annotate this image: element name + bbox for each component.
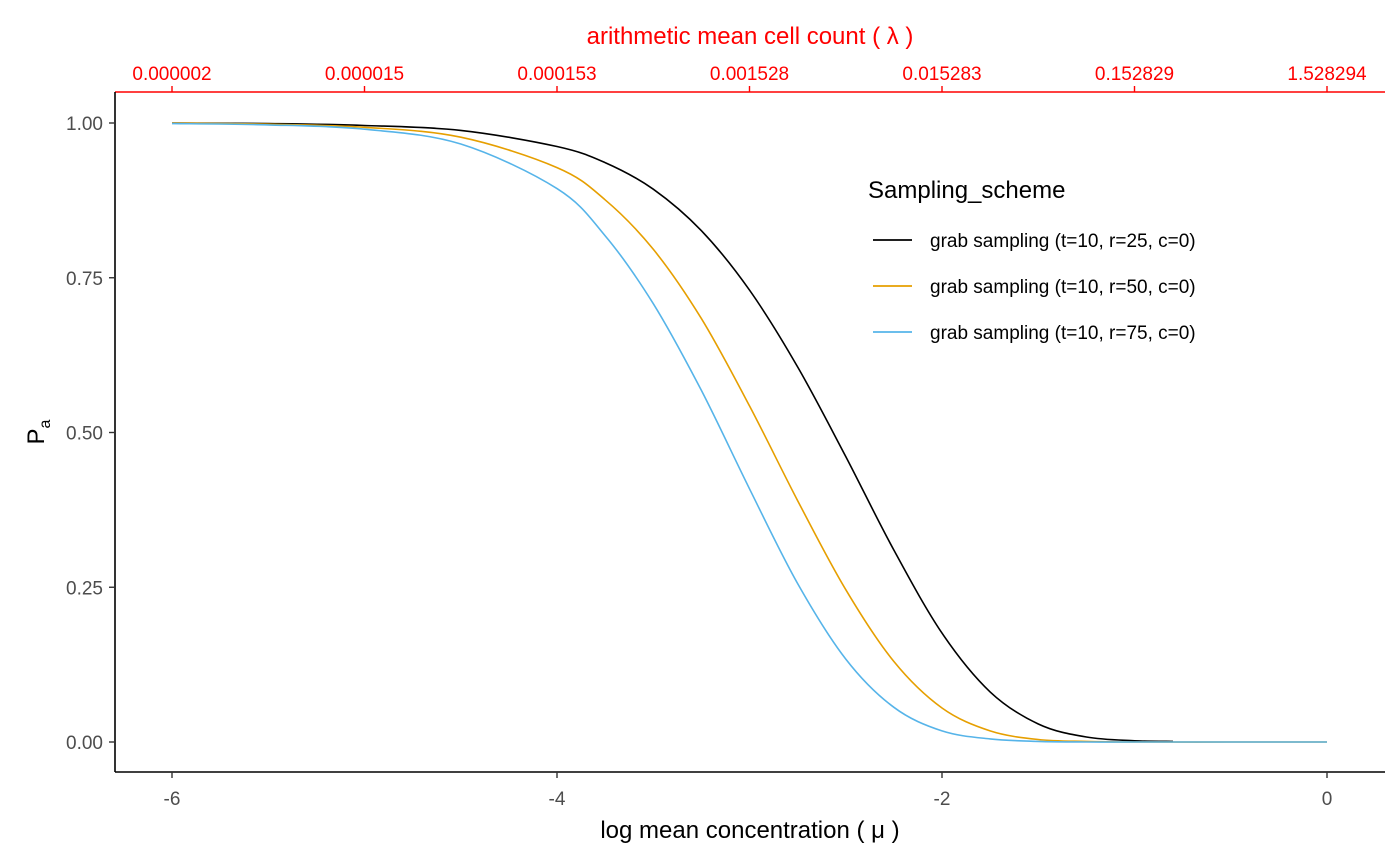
legend-label-1: grab sampling (t=10, r=25, c=0) [930,231,1196,252]
top-axis-tick-label: 1.528294 [1287,64,1367,85]
y-axis-title-subscript: a [37,419,54,428]
top-axis-tick-label: 0.001528 [710,64,789,85]
plot-lines [171,122,1327,743]
y-axis-title-main: P [23,428,50,444]
top-axis-tick-label: 0.000015 [325,64,404,85]
top-axis-tick-label: 0.000002 [132,64,211,85]
legend-label-3: grab sampling (t=10, r=75, c=0) [930,323,1196,344]
x-axis-tick-label: -2 [934,789,951,810]
y-axis-tick-label: 0.75 [66,269,103,290]
x-axis-tick-label: -4 [549,789,566,810]
series-line-1 [171,122,1174,743]
x-axis-title: log mean concentration ( μ ) [600,817,899,844]
y-axis-tick-label: 0.25 [66,578,103,599]
y-axis-tick-label: 0.00 [66,733,103,754]
y-axis-tick-label: 1.00 [66,114,103,135]
legend: Sampling_scheme grab sampling (t=10, r=2… [868,177,1196,344]
y-axis-title: Pa [23,419,54,444]
top-axis-tick-label: 0.015283 [902,64,981,85]
x-axis-tick-label: 0 [1322,789,1333,810]
bottom-axis: -6 -4 -2 0 [115,771,1385,810]
top-axis-tick-label: 0.000153 [517,64,596,85]
left-axis: 0.00 0.25 0.50 0.75 1.00 [66,92,116,772]
series-line-3 [171,122,1327,743]
top-axis-tick-label: 0.152829 [1095,64,1174,85]
top-axis: 0.000002 0.000015 0.000153 0.001528 0.015283… [115,64,1385,93]
x-axis-tick-label: -6 [164,789,181,810]
top-axis-title: arithmetic mean cell count ( λ ) [587,23,914,50]
legend-title: Sampling_scheme [868,177,1065,204]
y-axis-tick-label: 0.50 [66,424,103,445]
legend-label-2: grab sampling (t=10, r=50, c=0) [930,277,1196,298]
